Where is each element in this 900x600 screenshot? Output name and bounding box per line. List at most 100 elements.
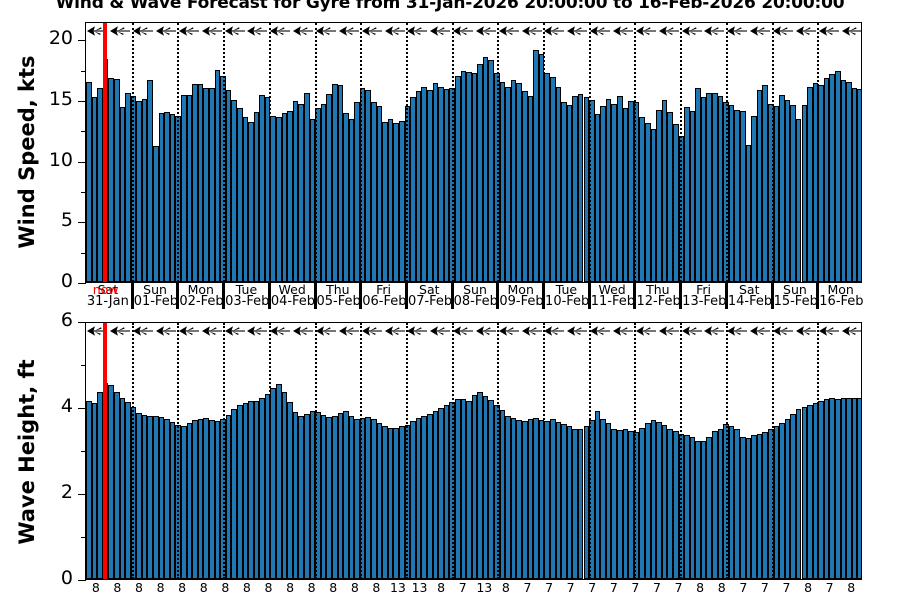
bar	[399, 120, 405, 282]
bar	[482, 395, 489, 579]
y-axis-tick	[78, 161, 86, 163]
bar	[371, 419, 377, 579]
bar	[533, 50, 539, 282]
day-separator	[771, 323, 774, 579]
bar	[382, 426, 388, 579]
bar	[343, 113, 349, 282]
wind-direction-arrow-icon	[475, 323, 497, 343]
bar	[728, 104, 735, 282]
day-separator	[451, 323, 454, 579]
y-axis-minor-tick	[81, 365, 86, 366]
bar	[784, 99, 791, 282]
bar	[164, 419, 170, 579]
bar	[276, 116, 282, 282]
day-date: 11-Feb	[590, 294, 635, 309]
wind-direction-arrow-icon	[224, 323, 246, 343]
wind-direction-arrow-icon	[384, 23, 406, 43]
bar	[605, 98, 612, 282]
bar	[393, 427, 400, 579]
period-value: 13	[389, 580, 406, 595]
bar	[734, 109, 740, 282]
bar	[650, 419, 657, 579]
bar	[717, 428, 724, 579]
bar	[622, 108, 629, 282]
now-marker-line	[102, 23, 107, 282]
bar	[320, 414, 327, 579]
bar	[695, 440, 701, 579]
bar	[499, 410, 506, 579]
period-value: 8	[178, 580, 187, 595]
bar	[331, 416, 338, 579]
wind-direction-arrow-icon	[406, 323, 428, 343]
bar	[549, 419, 556, 579]
period-value: 8	[156, 580, 165, 595]
day-separator	[588, 23, 591, 282]
bar	[281, 113, 288, 282]
bar	[197, 84, 204, 282]
bar	[482, 57, 489, 282]
day-separator	[817, 323, 820, 579]
bar	[779, 95, 785, 282]
bar	[661, 99, 668, 282]
bar	[533, 418, 539, 579]
day-name: Wed	[278, 282, 306, 297]
period-value: 8	[113, 580, 122, 595]
bar	[443, 404, 450, 579]
bar	[700, 97, 707, 282]
bar	[577, 429, 584, 579]
bar	[672, 124, 679, 282]
y-axis-label: 4	[60, 395, 73, 417]
bar	[689, 110, 696, 282]
bar	[304, 413, 310, 579]
period-value: 7	[739, 580, 748, 595]
period-value: 8	[307, 580, 316, 595]
bar	[147, 415, 154, 579]
bar	[158, 417, 165, 579]
bar	[667, 112, 673, 282]
wind-direction-arrow-icon	[635, 323, 657, 343]
bar	[611, 428, 618, 579]
day-date: 06-Feb	[362, 294, 407, 309]
wind-direction-arrow-icon	[132, 323, 154, 343]
bar	[164, 112, 170, 282]
wind-direction-arrow-icon	[681, 323, 703, 343]
period-value: 7	[545, 580, 554, 595]
bar	[236, 108, 243, 282]
wind-direction-arrow-icon	[452, 323, 474, 343]
date-axis-day: Sat 31-Jan	[85, 282, 131, 309]
bar	[706, 92, 713, 282]
wind-direction-arrow-icon	[749, 23, 771, 43]
wind-direction-arrow-icon	[658, 323, 680, 343]
day-separator	[223, 323, 226, 579]
bar	[840, 398, 847, 579]
bar	[97, 391, 103, 579]
bar	[471, 73, 478, 282]
bar	[516, 82, 522, 282]
bar	[136, 101, 142, 282]
bar	[354, 419, 360, 579]
day-separator	[817, 23, 820, 282]
bar	[728, 425, 735, 579]
date-axis-day: Fri 13-Feb	[679, 282, 726, 309]
wind-direction-arrow-icon	[681, 23, 703, 43]
bar	[259, 95, 265, 282]
date-axis: Sat 31-Jan Sun 01-Feb Mon 02-Feb Tue 03-Feb Wed 0…	[85, 282, 864, 309]
bar	[700, 441, 707, 579]
wind-direction-arrow-icon	[178, 323, 200, 343]
y-axis-label: 0	[60, 270, 73, 292]
bar	[644, 122, 651, 282]
day-separator	[497, 23, 500, 282]
bar	[745, 437, 752, 579]
bar	[605, 423, 612, 579]
bar	[141, 414, 148, 579]
bar	[488, 59, 495, 282]
bar	[365, 417, 372, 579]
bar	[611, 103, 618, 282]
bar	[857, 88, 861, 282]
day-separator	[680, 23, 683, 282]
day-separator	[543, 323, 546, 579]
y-axis-label: 15	[48, 87, 73, 110]
date-axis-day: Thu 12-Feb	[633, 282, 681, 309]
bar	[220, 419, 226, 579]
bar	[829, 398, 836, 579]
